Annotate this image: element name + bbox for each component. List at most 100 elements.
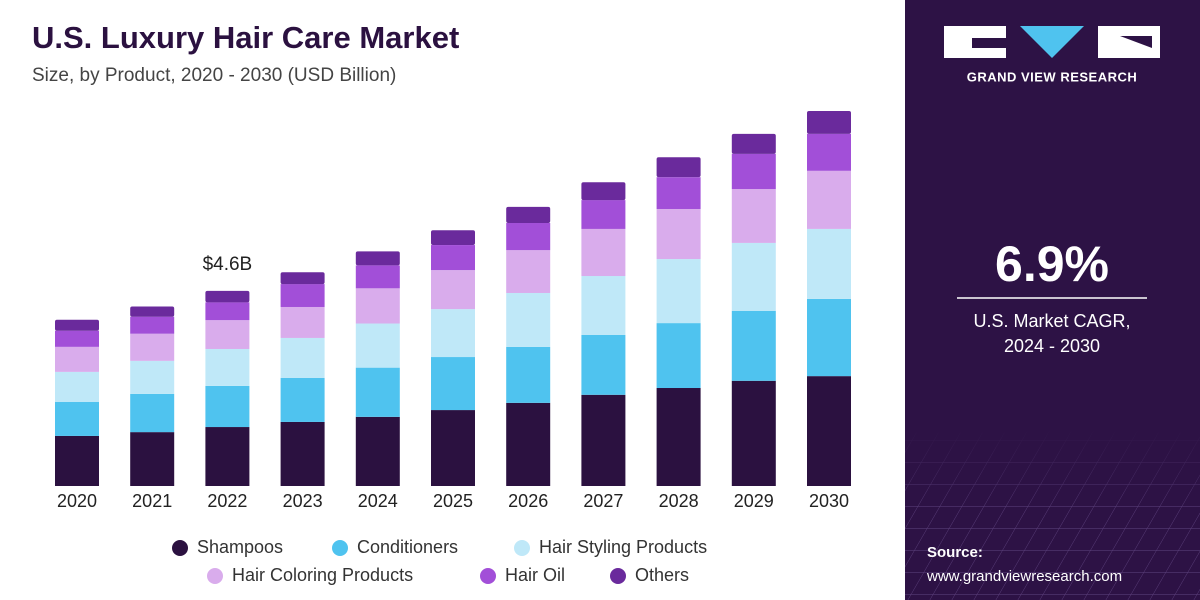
bar-segment (280, 272, 325, 285)
bar-segment (807, 111, 851, 134)
bar-segment (807, 298, 851, 377)
bar-segment (731, 242, 776, 311)
brand-name: GRAND VIEW RESEARCH (967, 69, 1138, 84)
bar-segment (130, 432, 175, 486)
legend-label: Hair Oil (505, 565, 565, 585)
bar-segment (731, 310, 776, 381)
sidebar-grid-fade (905, 430, 1200, 510)
bar-segment (431, 410, 475, 486)
cagr-label: 2024 - 2030 (1004, 336, 1100, 356)
x-tick-label: 2026 (508, 491, 548, 511)
bar-segment (656, 177, 701, 209)
x-tick-label: 2028 (659, 491, 699, 511)
x-tick-label: 2021 (132, 491, 172, 511)
legend-label: Hair Styling Products (539, 537, 707, 557)
bar-segment (130, 333, 175, 361)
bar-segment (506, 292, 551, 347)
bar-segment (280, 421, 325, 486)
bar-segment (205, 290, 250, 303)
bar-segment (731, 380, 776, 486)
logo (944, 26, 1160, 58)
bar-segment (656, 208, 701, 260)
bar-segment (205, 320, 250, 349)
bar-segment (355, 323, 400, 368)
bar-segment (55, 330, 99, 347)
bar-segment (280, 284, 325, 307)
bar-segment (656, 323, 701, 389)
bar-segment (506, 402, 551, 486)
source-label: Source: (927, 544, 983, 561)
bar-segment (355, 251, 400, 266)
bar-segment (355, 367, 400, 417)
legend-swatch (332, 540, 348, 556)
bar-segment (807, 376, 851, 486)
legend-swatch (172, 540, 188, 556)
bar-segment (656, 157, 701, 178)
bar-segment (355, 288, 400, 324)
bar-segment (731, 133, 776, 154)
bar-segment (55, 346, 99, 372)
bar-segment (205, 385, 250, 428)
bar-segment (355, 416, 400, 486)
bar-segment (506, 222, 551, 251)
bar-segment (431, 309, 475, 358)
bar-segment (55, 402, 99, 436)
x-tick-label: 2025 (433, 491, 473, 511)
bar-segment (431, 357, 475, 411)
x-tick-label: 2020 (57, 491, 97, 511)
value-label: $4.6B (203, 254, 253, 275)
bar-segment (431, 245, 475, 271)
logo-cut (1120, 36, 1152, 48)
x-tick-label: 2030 (809, 491, 849, 511)
x-tick-label: 2022 (207, 491, 247, 511)
bar-segment (506, 206, 551, 223)
bar-segment (581, 182, 626, 201)
cagr-value: 6.9% (995, 236, 1109, 292)
bar-segment (506, 250, 551, 293)
bar-segment (205, 427, 250, 486)
bar-segment (55, 319, 99, 331)
bar-segment (581, 200, 626, 229)
x-tick-label: 2024 (358, 491, 398, 511)
bar-segment (581, 276, 626, 335)
chart-subtitle: Size, by Product, 2020 - 2030 (USD Billi… (32, 65, 396, 86)
source-url: www.grandviewresearch.com (926, 568, 1122, 585)
bar-segment (506, 346, 551, 403)
bar-segment (581, 334, 626, 395)
x-tick-label: 2027 (583, 491, 623, 511)
x-tick-label: 2029 (734, 491, 774, 511)
bar-segment (130, 306, 175, 317)
legend-swatch (207, 568, 223, 584)
bar-segment (656, 259, 701, 324)
legend-label: Hair Coloring Products (232, 565, 413, 585)
x-tick-label: 2023 (283, 491, 323, 511)
bar-segment (130, 316, 175, 334)
bar-segment (731, 189, 776, 243)
bar-segment (656, 388, 701, 486)
legend-label: Shampoos (197, 537, 283, 557)
legend-label: Conditioners (357, 537, 458, 557)
bar-segment (55, 435, 99, 486)
bar-segment (807, 133, 851, 171)
logo-triangle (1020, 26, 1084, 58)
bar-segment (581, 228, 626, 277)
logo-cut (972, 38, 1006, 48)
bar-segment (130, 393, 175, 433)
cagr-label: U.S. Market CAGR, (973, 311, 1130, 331)
bar-segment (280, 306, 325, 338)
legend-swatch (480, 568, 496, 584)
bar-segment (431, 270, 475, 310)
bar-segment (355, 265, 400, 289)
bar-segment (807, 228, 851, 299)
bar-segment (280, 337, 325, 378)
bar-segment (55, 371, 99, 403)
bar-segment (205, 348, 250, 386)
bar-segment (280, 377, 325, 422)
bar-segment (581, 394, 626, 486)
bar-segment (807, 170, 851, 229)
legend-swatch (610, 568, 626, 584)
bar-segment (731, 153, 776, 190)
bar-segment (431, 230, 475, 246)
legend-label: Others (635, 565, 689, 585)
